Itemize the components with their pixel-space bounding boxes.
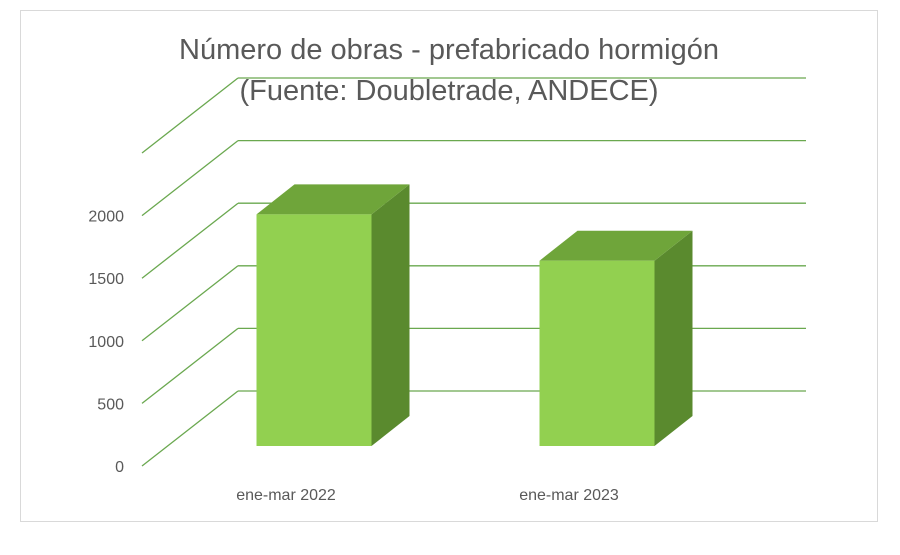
grid-layer bbox=[141, 77, 806, 467]
y-tick-label: 500 bbox=[97, 396, 124, 413]
bar-group bbox=[539, 230, 693, 446]
y-tick-label: 1000 bbox=[88, 334, 124, 351]
bar-side bbox=[371, 184, 410, 446]
y-tick-label: 0 bbox=[115, 459, 124, 476]
chart-title-line: Número de obras - prefabricado hormigón bbox=[179, 34, 719, 66]
bar-side bbox=[654, 230, 693, 446]
chart-subtitle-line: (Fuente: Doubletrade, ANDECE) bbox=[239, 75, 659, 107]
bar bbox=[539, 260, 655, 446]
x-category-label: ene-mar 2022 bbox=[236, 487, 336, 504]
gridline-diagonal bbox=[141, 390, 239, 467]
y-tick-label: 2000 bbox=[88, 209, 124, 226]
gridline-diagonal bbox=[141, 202, 239, 279]
bar-layer bbox=[256, 184, 693, 446]
gridline-diagonal bbox=[141, 327, 239, 404]
bar-top bbox=[539, 230, 693, 261]
gridline-diagonal bbox=[141, 265, 239, 342]
gridline-diagonal bbox=[141, 140, 239, 217]
chart-title: Número de obras - prefabricado hormigón … bbox=[20, 30, 878, 112]
bar bbox=[256, 214, 372, 446]
label-layer: 0 500 1000 1500 2000 ene-mar 2022 ene-mar 2023 bbox=[88, 209, 619, 504]
gridline-diagonal bbox=[141, 77, 239, 154]
bar-group bbox=[256, 184, 410, 446]
x-category-label: ene-mar 2023 bbox=[519, 487, 619, 504]
bar-top bbox=[256, 184, 410, 215]
y-tick-label: 1500 bbox=[88, 271, 124, 288]
